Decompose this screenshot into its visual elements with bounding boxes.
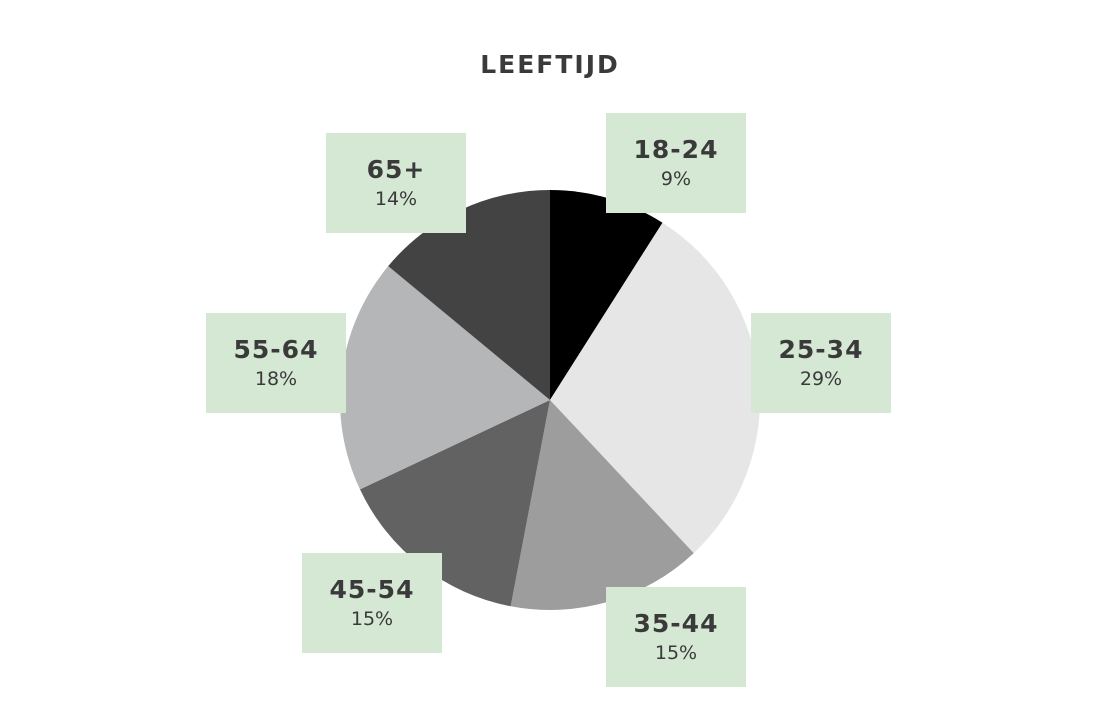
pie-slice-18-24	[550, 190, 663, 400]
slice-value-label: 14%	[374, 188, 418, 210]
pie-slice-65plus	[388, 190, 550, 400]
pie-slice-25-34	[550, 222, 760, 554]
slice-label-box: 25-34 29%	[751, 313, 891, 413]
slice-category-label: 18-24	[633, 135, 719, 164]
chart-title: LEEFTIJD	[480, 50, 620, 79]
slice-label-box: 18-24 9%	[606, 113, 746, 213]
slice-label-box: 45-54 15%	[302, 553, 442, 653]
slice-label-box: 55-64 18%	[206, 313, 346, 413]
slice-category-label: 65+	[366, 155, 426, 184]
pie-slice-35-44	[510, 400, 694, 610]
slice-category-label: 35-44	[633, 609, 719, 638]
slice-category-label: 55-64	[233, 335, 319, 364]
pie-slice-45-54	[359, 400, 550, 607]
slice-category-label: 45-54	[329, 575, 415, 604]
slice-label-box: 65+ 14%	[326, 133, 466, 233]
slice-value-label: 15%	[654, 642, 698, 664]
slice-value-label: 9%	[660, 168, 692, 190]
slice-value-label: 18%	[254, 368, 298, 390]
slice-value-label: 29%	[799, 368, 843, 390]
slice-label-box: 35-44 15%	[606, 587, 746, 687]
pie-slice-55-64	[340, 266, 550, 490]
slice-value-label: 15%	[350, 608, 394, 630]
slice-category-label: 25-34	[778, 335, 864, 364]
